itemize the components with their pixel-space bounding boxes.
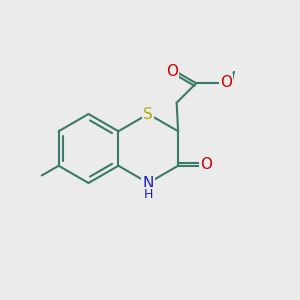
Text: O: O xyxy=(220,75,232,90)
Text: H: H xyxy=(144,188,153,201)
Text: N: N xyxy=(142,176,154,190)
Text: S: S xyxy=(143,106,153,122)
Text: O: O xyxy=(200,157,212,172)
Text: O: O xyxy=(166,64,178,80)
